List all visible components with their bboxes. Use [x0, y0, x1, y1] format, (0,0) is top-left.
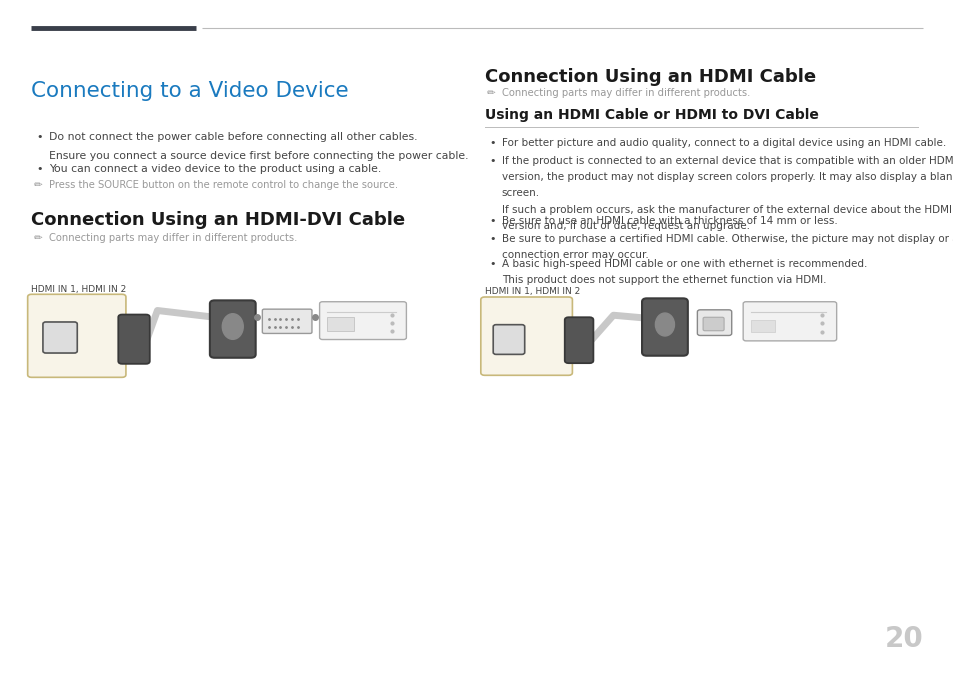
Text: •: •: [489, 138, 496, 148]
Text: screen.: screen.: [501, 188, 539, 198]
Text: Connection Using an HDMI-DVI Cable: Connection Using an HDMI-DVI Cable: [31, 211, 405, 229]
Text: HDMI IN 1, HDMI IN 2: HDMI IN 1, HDMI IN 2: [484, 288, 579, 296]
Text: Connecting parts may differ in different products.: Connecting parts may differ in different…: [49, 233, 296, 243]
Text: Do not connect the power cable before connecting all other cables.: Do not connect the power cable before co…: [49, 132, 416, 142]
Text: Be sure to purchase a certified HDMI cable. Otherwise, the picture may not displ: Be sure to purchase a certified HDMI cab…: [501, 234, 953, 244]
Text: You can connect a video device to the product using a cable.: You can connect a video device to the pr…: [49, 164, 380, 174]
FancyBboxPatch shape: [697, 310, 731, 335]
FancyBboxPatch shape: [480, 297, 572, 375]
FancyBboxPatch shape: [702, 317, 723, 331]
Text: 20: 20: [883, 626, 923, 653]
Text: •: •: [489, 234, 496, 244]
Text: Be sure to use an HDMI cable with a thickness of 14 mm or less.: Be sure to use an HDMI cable with a thic…: [501, 216, 837, 226]
Text: ✏: ✏: [33, 233, 42, 243]
Text: •: •: [489, 259, 496, 269]
Text: •: •: [489, 216, 496, 226]
FancyBboxPatch shape: [750, 320, 774, 332]
Text: version, the product may not display screen colors properly. It may also display: version, the product may not display scr…: [501, 172, 953, 182]
Text: HDMI IN 1, HDMI IN 2: HDMI IN 1, HDMI IN 2: [31, 285, 127, 294]
Text: •: •: [36, 164, 43, 174]
Text: Ensure you connect a source device first before connecting the power cable.: Ensure you connect a source device first…: [49, 151, 468, 161]
FancyBboxPatch shape: [327, 317, 354, 331]
Text: If such a problem occurs, ask the manufacturer of the external device about the : If such a problem occurs, ask the manufa…: [501, 205, 951, 215]
Ellipse shape: [655, 313, 674, 336]
Text: ✏: ✏: [486, 88, 495, 98]
FancyBboxPatch shape: [28, 294, 126, 377]
Text: Connecting to a Video Device: Connecting to a Video Device: [31, 81, 349, 101]
FancyBboxPatch shape: [641, 298, 687, 356]
Text: If the product is connected to an external device that is compatible with an old: If the product is connected to an extern…: [501, 156, 953, 166]
FancyBboxPatch shape: [43, 322, 77, 353]
FancyBboxPatch shape: [564, 317, 593, 363]
Text: ✏: ✏: [33, 180, 42, 190]
FancyBboxPatch shape: [319, 302, 406, 340]
Text: A basic high-speed HDMI cable or one with ethernet is recommended.: A basic high-speed HDMI cable or one wit…: [501, 259, 866, 269]
Text: Connection Using an HDMI Cable: Connection Using an HDMI Cable: [484, 68, 815, 86]
Text: version and, if out of date, request an upgrade.: version and, if out of date, request an …: [501, 221, 749, 231]
FancyBboxPatch shape: [262, 309, 312, 333]
Text: connection error may occur.: connection error may occur.: [501, 250, 648, 260]
Text: Using an HDMI Cable or HDMI to DVI Cable: Using an HDMI Cable or HDMI to DVI Cable: [484, 108, 818, 122]
Text: Connecting parts may differ in different products.: Connecting parts may differ in different…: [501, 88, 749, 98]
FancyBboxPatch shape: [742, 302, 836, 341]
Text: For better picture and audio quality, connect to a digital device using an HDMI : For better picture and audio quality, co…: [501, 138, 945, 148]
FancyBboxPatch shape: [210, 300, 255, 358]
Text: Press the SOURCE button on the remote control to change the source.: Press the SOURCE button on the remote co…: [49, 180, 397, 190]
FancyBboxPatch shape: [118, 315, 150, 364]
Text: This product does not support the ethernet function via HDMI.: This product does not support the ethern…: [501, 275, 825, 286]
FancyBboxPatch shape: [493, 325, 524, 354]
Text: •: •: [489, 156, 496, 166]
Ellipse shape: [222, 314, 243, 340]
Text: •: •: [36, 132, 43, 142]
